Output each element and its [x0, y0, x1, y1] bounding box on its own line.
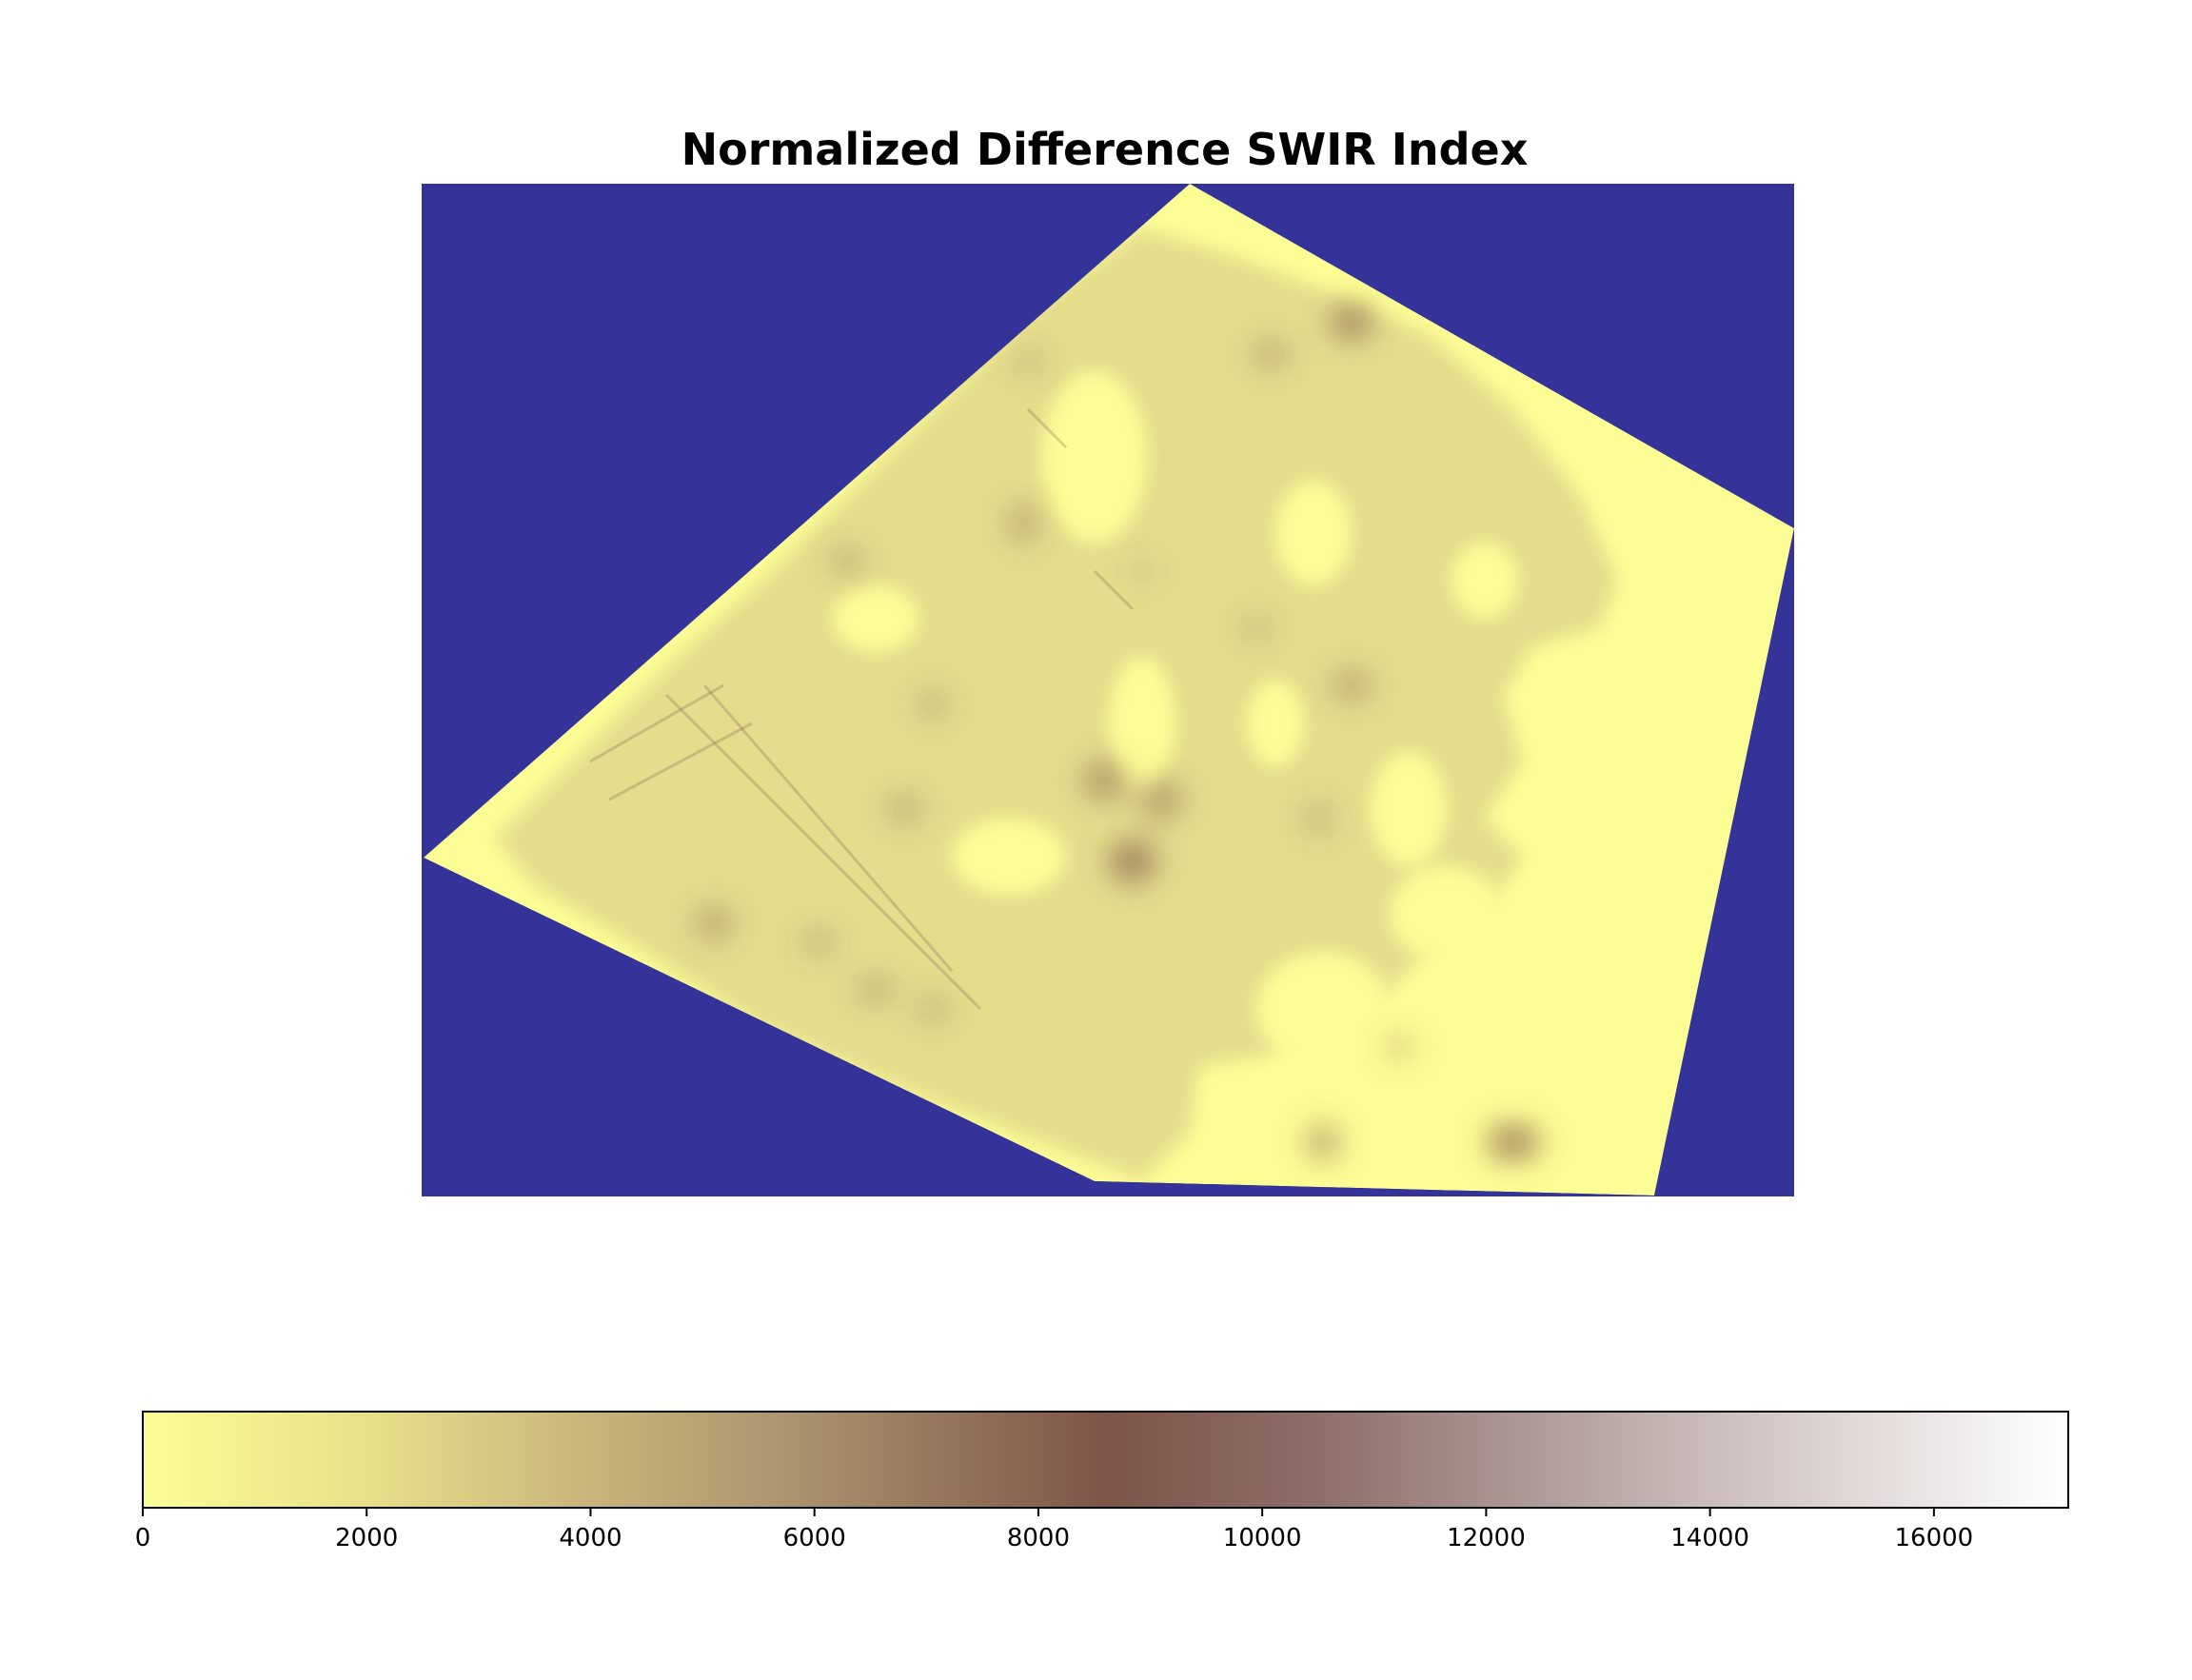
- colorbar-ticks: 0 2000 4000 6000 8000 10000 12000 14000 16000: [135, 1508, 1973, 1552]
- colorbar-tick-label: 10000: [1223, 1524, 1302, 1552]
- raster-dark-patch: [832, 550, 862, 573]
- raster-clearing: [1256, 952, 1390, 1066]
- raster-dark-patch: [1254, 343, 1288, 366]
- raster-image: [424, 184, 1794, 1196]
- raster-dark-patch: [1131, 562, 1154, 581]
- raster-clearing: [1570, 685, 1666, 800]
- raster-dark-patch: [916, 998, 950, 1020]
- raster-linear-feature: [589, 683, 724, 763]
- raster-dark-patch: [1306, 1125, 1340, 1159]
- raster-linear-features: [589, 407, 1135, 1011]
- raster-dark-patch: [1243, 617, 1270, 640]
- raster-dark-patch: [1487, 1125, 1540, 1159]
- raster-dark-patch: [887, 796, 921, 822]
- raster-clearing: [1371, 752, 1447, 866]
- raster-linear-feature: [664, 693, 982, 1011]
- raster-dark-patch: [918, 691, 948, 718]
- raster-clearing: [1042, 371, 1147, 543]
- raster-dark-patch: [1015, 350, 1041, 373]
- raster-linear-feature: [1093, 569, 1135, 611]
- raster-clearing: [1247, 681, 1304, 766]
- chart-title: Normalized Difference SWIR Index: [681, 124, 1529, 175]
- raster-dark-patch: [1384, 1036, 1414, 1058]
- raster-clearing: [1451, 543, 1518, 619]
- raster-dark-patch: [1010, 504, 1037, 543]
- raster-dark-patch: [1083, 761, 1125, 800]
- raster-clearing: [1109, 657, 1175, 790]
- raster-clearing: [1275, 481, 1352, 585]
- raster-dark-patch: [803, 931, 834, 954]
- raster-dark-patch: [857, 978, 895, 1001]
- colorbar-tick-label: 12000: [1447, 1524, 1526, 1552]
- raster-clearing: [1480, 919, 1566, 1023]
- raster-urban-region: [495, 228, 1618, 1180]
- colorbar-tick-label: 0: [135, 1524, 151, 1552]
- raster-dark-patch: [1305, 803, 1332, 834]
- raster-dark-patch: [1110, 840, 1155, 882]
- raster-dark-patch: [1142, 779, 1180, 820]
- colorbar-tick-label: 16000: [1895, 1524, 1974, 1552]
- colorbar-tick-label: 4000: [559, 1524, 622, 1552]
- colorbar: [142, 1411, 2069, 1509]
- raster-clearing: [952, 819, 1066, 895]
- raster-dark-patches: [697, 306, 1540, 1159]
- colorbar-tick-label: 6000: [783, 1524, 846, 1552]
- raster-linear-feature: [608, 721, 753, 801]
- raster-dark-patch: [1333, 672, 1371, 699]
- raster-dark-patch: [1331, 306, 1372, 337]
- raster-clearing: [833, 585, 918, 652]
- raster-linear-feature: [702, 684, 954, 972]
- raster-clearings: [833, 371, 1666, 1066]
- raster-linear-feature: [1026, 407, 1068, 449]
- colorbar-tick-label: 14000: [1670, 1524, 1749, 1552]
- raster-clearing: [1390, 866, 1504, 961]
- colorbar-tick-label: 8000: [1007, 1524, 1070, 1552]
- raster-dark-patch: [697, 908, 731, 939]
- colorbar-tick-label: 2000: [335, 1524, 398, 1552]
